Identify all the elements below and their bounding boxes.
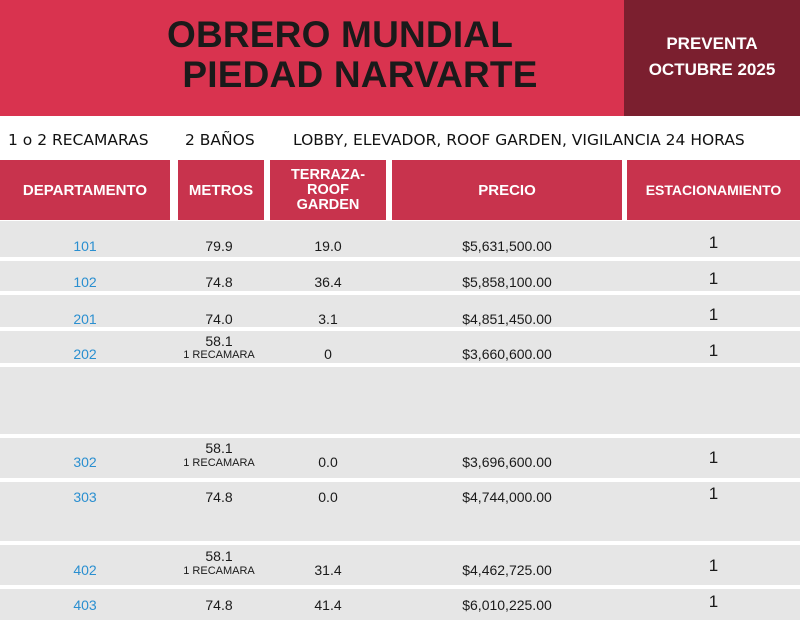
row-separator bbox=[0, 327, 800, 331]
unit-terrace: 0.0 bbox=[318, 454, 338, 470]
feature-amenities: LOBBY, ELEVADOR, ROOF GARDEN, VIGILANCIA… bbox=[293, 131, 745, 149]
unit-parking: 1 bbox=[708, 269, 719, 288]
unit-note: 1 RECAMARA bbox=[183, 349, 255, 361]
unit-note: 1 RECAMARA bbox=[183, 565, 255, 577]
header-terrace-line3: GARDEN bbox=[296, 196, 360, 213]
unit-number: 201 bbox=[73, 311, 97, 327]
presale-label: PREVENTA bbox=[666, 34, 758, 53]
presale-panel bbox=[624, 0, 800, 116]
unit-parking: 1 bbox=[708, 341, 719, 360]
unit-parking: 1 bbox=[708, 233, 719, 252]
feature-bathrooms: 2 BAÑOS bbox=[185, 131, 255, 149]
unit-terrace: 3.1 bbox=[318, 311, 338, 327]
unit-meters: 58.1 bbox=[205, 333, 233, 349]
header-terrace-line2: ROOF bbox=[307, 181, 349, 198]
unit-parking: 1 bbox=[708, 305, 719, 324]
feature-bedrooms: 1 o 2 RECAMARAS bbox=[8, 131, 149, 149]
row-separator bbox=[0, 257, 800, 261]
header-terrace: TERRAZA- ROOF GARDEN bbox=[270, 160, 386, 220]
unit-number: 403 bbox=[73, 597, 97, 613]
row-separator bbox=[0, 434, 800, 438]
unit-meters: 58.1 bbox=[205, 548, 233, 564]
unit-meters: 74.8 bbox=[205, 489, 233, 505]
row-separator bbox=[0, 291, 800, 295]
unit-meters: 79.9 bbox=[205, 238, 233, 254]
row-separator bbox=[0, 478, 800, 482]
unit-price: $6,010,225.00 bbox=[462, 597, 552, 613]
row-separator bbox=[0, 541, 800, 545]
unit-number: 402 bbox=[73, 562, 97, 578]
unit-meters: 58.1 bbox=[205, 440, 233, 456]
unit-price: $4,462,725.00 bbox=[462, 562, 552, 578]
row-separator bbox=[0, 363, 800, 367]
unit-terrace: 36.4 bbox=[314, 274, 342, 290]
unit-price: $5,631,500.00 bbox=[462, 238, 552, 254]
unit-number: 302 bbox=[73, 454, 97, 470]
unit-number: 101 bbox=[73, 238, 97, 254]
unit-meters: 74.8 bbox=[205, 274, 233, 290]
unit-note: 1 RECAMARA bbox=[183, 457, 255, 469]
header-unit: DEPARTAMENTO bbox=[0, 160, 170, 220]
row-separator bbox=[0, 585, 800, 589]
unit-meters: 74.0 bbox=[205, 311, 233, 327]
unit-terrace: 41.4 bbox=[314, 597, 342, 613]
unit-terrace: 31.4 bbox=[314, 562, 342, 578]
unit-parking: 1 bbox=[708, 484, 719, 503]
unit-terrace: 19.0 bbox=[314, 238, 342, 254]
unit-parking: 1 bbox=[708, 556, 719, 575]
unit-price: $4,744,000.00 bbox=[462, 489, 552, 505]
unit-price: $5,858,100.00 bbox=[462, 274, 552, 290]
header-price: PRECIO bbox=[392, 160, 622, 220]
unit-price: $3,696,600.00 bbox=[462, 454, 552, 470]
page-subtitle: PIEDAD NARVARTE bbox=[182, 54, 538, 95]
unit-number: 102 bbox=[73, 274, 97, 290]
unit-meters: 74.8 bbox=[205, 597, 233, 613]
table-body bbox=[0, 221, 800, 620]
unit-number: 202 bbox=[73, 346, 97, 362]
unit-terrace: 0.0 bbox=[318, 489, 338, 505]
unit-number: 303 bbox=[73, 489, 97, 505]
unit-parking: 1 bbox=[708, 592, 719, 611]
presale-date: OCTUBRE 2025 bbox=[648, 60, 776, 79]
unit-parking: 1 bbox=[708, 448, 719, 467]
unit-terrace: 0 bbox=[324, 346, 332, 362]
unit-price: $3,660,600.00 bbox=[462, 346, 552, 362]
page-title: OBRERO MUNDIAL bbox=[166, 14, 514, 55]
header-meters: METROS bbox=[178, 160, 264, 220]
header-terrace-line1: TERRAZA- bbox=[290, 166, 366, 183]
header-parking: ESTACIONAMIENTO bbox=[627, 160, 800, 220]
unit-price: $4,851,450.00 bbox=[462, 311, 552, 327]
